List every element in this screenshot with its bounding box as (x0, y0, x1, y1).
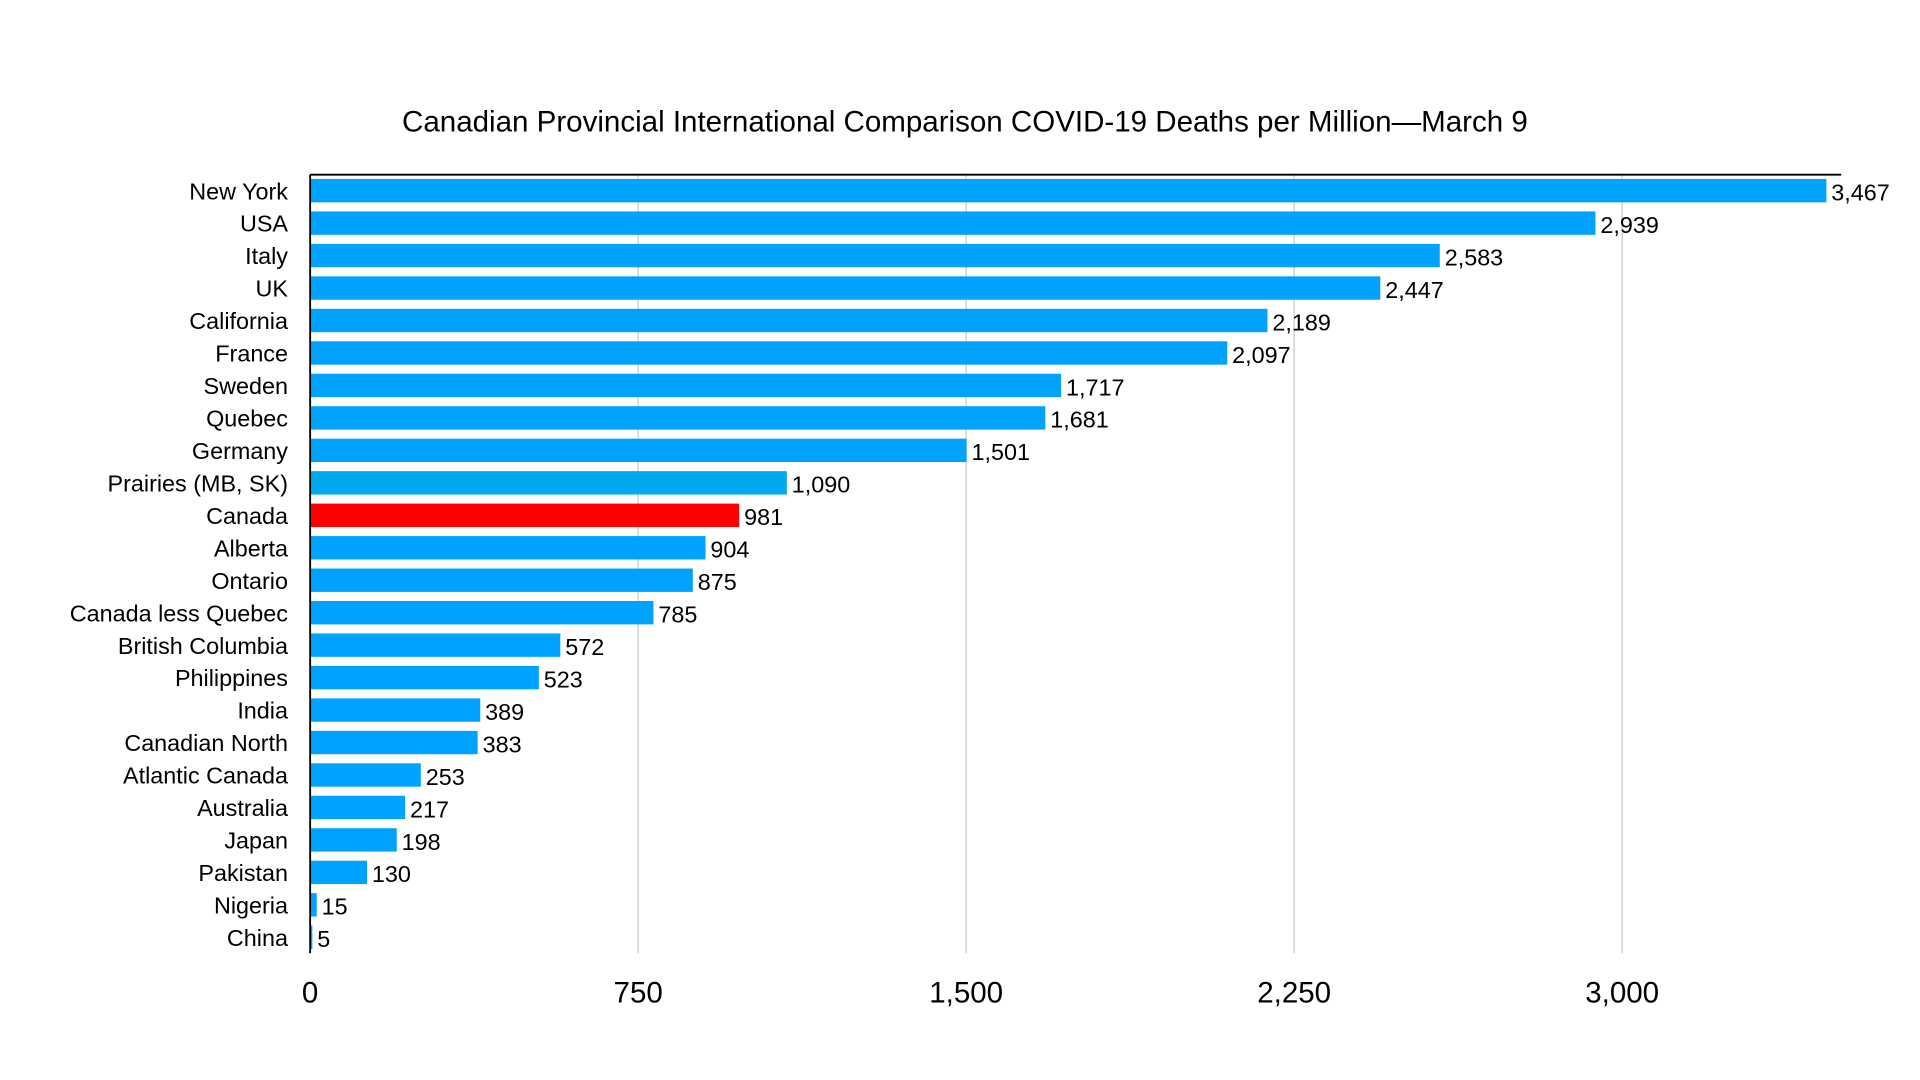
category-label: Japan (224, 828, 288, 854)
value-label: 1,681 (1050, 407, 1108, 433)
bar-prairies-mb-sk (310, 471, 787, 495)
bar-germany (310, 438, 967, 463)
value-label: 523 (544, 666, 583, 692)
value-label: 198 (402, 829, 441, 855)
category-label: California (189, 308, 288, 334)
category-label: British Columbia (118, 633, 288, 659)
category-label: India (237, 698, 288, 724)
category-label: Canada less Quebec (70, 600, 289, 626)
x-tick-label: 750 (614, 977, 663, 1010)
bar-canada-less-quebec (310, 600, 654, 625)
bar-italy (310, 243, 1440, 268)
category-label: Sweden (204, 373, 288, 399)
category-label: Italy (245, 243, 288, 269)
value-label: 2,583 (1445, 244, 1503, 270)
category-label: Canada (206, 503, 288, 529)
value-label: 5 (317, 926, 330, 952)
category-label: Canadian North (124, 730, 288, 756)
category-label: Atlantic Canada (123, 763, 288, 789)
bar-british-columbia (310, 633, 561, 657)
bar-canada (310, 503, 740, 527)
value-label: 3,467 (1831, 180, 1889, 206)
value-label: 389 (485, 699, 524, 725)
value-label: 785 (658, 602, 697, 628)
bar-canadian-north (310, 730, 478, 755)
bar-atlantic-canada (310, 763, 421, 787)
value-label: 130 (372, 861, 411, 887)
value-label: 572 (565, 634, 604, 660)
category-label: New York (189, 178, 288, 204)
category-label: USA (240, 211, 288, 237)
x-tick-label: 1,500 (929, 977, 1003, 1010)
bar-quebec (310, 406, 1046, 430)
x-tick-label: 3,000 (1585, 977, 1659, 1010)
category-label: China (227, 925, 288, 951)
bar-uk (310, 276, 1381, 300)
category-label: France (215, 341, 288, 367)
value-label: 2,189 (1272, 309, 1330, 335)
category-label: Ontario (211, 568, 288, 594)
bar-france (310, 341, 1228, 365)
category-label: Germany (192, 438, 288, 464)
bar-india (310, 698, 481, 722)
value-label: 1,501 (972, 439, 1030, 465)
value-label: 383 (483, 731, 522, 757)
bar-philippines (310, 665, 539, 690)
bar-usa (310, 211, 1596, 235)
value-label: 1,090 (792, 472, 850, 498)
bar-pakistan (310, 860, 368, 885)
bar-australia (310, 795, 406, 820)
bar-japan (310, 828, 397, 852)
value-label: 904 (710, 537, 749, 563)
category-label: Pakistan (198, 860, 288, 886)
bar-nigeria (310, 893, 317, 917)
value-label: 253 (426, 764, 465, 790)
value-label: 2,097 (1232, 342, 1290, 368)
value-label: 2,447 (1385, 277, 1443, 303)
bar-alberta (310, 536, 706, 560)
value-label: 15 (322, 894, 348, 920)
category-label: Quebec (206, 406, 288, 432)
value-label: 1,717 (1066, 374, 1124, 400)
category-label: Nigeria (214, 892, 288, 918)
bar-sweden (310, 373, 1062, 398)
chart-title: Canadian Provincial International Compar… (402, 106, 1528, 139)
category-label: Alberta (214, 535, 288, 561)
value-label: 217 (410, 796, 449, 822)
bar-china (310, 925, 313, 949)
value-label: 875 (698, 569, 737, 595)
category-label: Philippines (175, 665, 288, 691)
bar-new-york (310, 178, 1827, 203)
value-label: 981 (744, 504, 783, 530)
x-tick-label: 0 (302, 977, 318, 1010)
value-label: 2,939 (1600, 212, 1658, 238)
category-label: Australia (197, 795, 288, 821)
category-label: Prairies (MB, SK) (108, 470, 288, 496)
bar-ontario (310, 568, 693, 592)
x-tick-label: 2,250 (1257, 977, 1331, 1010)
category-label: UK (256, 276, 289, 302)
bar-california (310, 308, 1268, 333)
